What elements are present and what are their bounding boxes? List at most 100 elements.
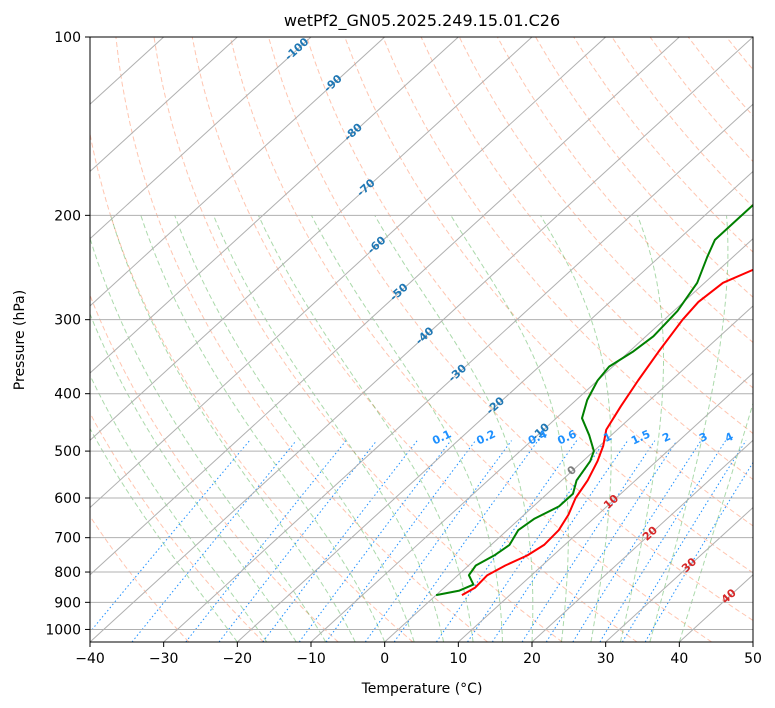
x-tick-label: 50 [744, 651, 762, 667]
isotherm-line [310, 237, 753, 642]
y-tick-label: 900 [54, 595, 81, 611]
y-tick-label: 400 [54, 387, 81, 403]
mixing-ratio-label: 2 [660, 430, 672, 445]
mixing-ratio-line [218, 440, 378, 642]
dry-adiabat [344, 37, 753, 527]
y-tick-label: 800 [54, 565, 81, 581]
x-tick-label: −10 [296, 651, 326, 667]
mixing-ratio-line [131, 440, 297, 642]
moist-adiabat [374, 215, 534, 642]
mixing-ratio-label: 0.1 [430, 427, 453, 447]
dry-adiabat [115, 37, 488, 642]
isotherm-line [752, 641, 753, 642]
y-tick-label: 1000 [45, 622, 81, 638]
moist-adiabat [90, 427, 238, 642]
isotherm-line [90, 37, 753, 642]
isotherm-line [605, 506, 753, 642]
mixing-ratio-line [644, 461, 753, 642]
x-tick-label: −20 [223, 651, 253, 667]
isotherm-line [90, 37, 459, 374]
mixing-ratio-label: 0.6 [555, 427, 578, 447]
isotherm-line [90, 37, 680, 576]
y-tick-label: 300 [54, 313, 81, 329]
mixing-ratio-line [491, 440, 629, 642]
y-tick-label: 200 [54, 208, 81, 224]
isotherm-line [90, 37, 386, 307]
dry-adiabat [573, 37, 753, 253]
isotherm-line [90, 37, 312, 240]
dry-adiabat [611, 37, 753, 208]
moist-adiabat [257, 215, 474, 642]
dry-adiabat [496, 37, 753, 344]
x-tick-label: −30 [149, 651, 179, 667]
dry-adiabat [191, 37, 638, 642]
mixing-ratio-line [572, 440, 702, 642]
moist-adiabat [174, 215, 415, 642]
moist-adiabat [110, 215, 356, 642]
x-tick-label: 20 [523, 651, 541, 667]
isotherm-line [90, 37, 533, 442]
x-axis: −40 −30 −20 −10 0 10 20 30 40 50 [75, 642, 762, 667]
chart-title: wetPf2_GN05.2025.249.15.01.C26 [284, 11, 560, 31]
moist-adiabat [310, 215, 503, 642]
moist-adiabat [90, 312, 297, 642]
mixing-ratio-line [621, 440, 747, 642]
moist-adiabat [213, 215, 445, 642]
x-axis-label: Temperature (°C) [361, 681, 483, 697]
y-axis: 100 200 300 400 500 600 700 800 900 1000 [45, 30, 90, 638]
dry-adiabat [687, 37, 753, 117]
x-tick-label: 30 [597, 651, 615, 667]
temperature-profile [461, 268, 753, 596]
mixing-ratio-label: 4 [723, 430, 736, 445]
moist-adiabat [649, 215, 729, 642]
y-axis-label: Pressure (hPa) [12, 290, 28, 390]
mixing-ratio-label: 1.5 [629, 427, 652, 447]
dry-adiabat [268, 37, 753, 622]
dry-adiabat [153, 37, 563, 642]
mixing-ratio-label: 3 [697, 430, 709, 445]
moist-adiabat [619, 215, 664, 642]
mixing-ratio-line [435, 440, 578, 642]
moist-adiabat [140, 215, 386, 642]
x-tick-label: 0 [380, 651, 389, 667]
moist-adiabat [539, 215, 612, 642]
moist-adiabat [450, 215, 569, 642]
mixing-ratio-line [262, 440, 418, 642]
mixing-ratio-line [90, 440, 250, 633]
dry-adiabat [382, 37, 753, 481]
mixing-ratio-line [521, 440, 656, 642]
mixing-ratio-line [364, 440, 512, 642]
x-tick-label: 10 [449, 651, 467, 667]
y-tick-label: 500 [54, 444, 81, 460]
plot-frame [89, 36, 754, 643]
isotherm-line [531, 439, 753, 642]
mixing-ratio-line [325, 440, 476, 642]
mixing-ratio-line [599, 440, 727, 642]
isotherm-line [236, 170, 753, 642]
background-lines [90, 37, 775, 642]
mixing-ratio-line [545, 440, 678, 642]
y-tick-label: 100 [54, 30, 81, 46]
grid-lines [90, 37, 753, 642]
x-tick-label: −40 [75, 651, 105, 667]
moist-adiabat [678, 401, 753, 642]
mixing-ratio-line [467, 440, 606, 642]
y-tick-label: 700 [54, 531, 81, 547]
dry-adiabat [90, 412, 264, 642]
dry-adiabat [306, 37, 753, 574]
isotherm-line [90, 37, 607, 509]
series-layer [435, 203, 753, 597]
mixing-ratio-label: 6 [760, 430, 773, 445]
dry-adiabat [420, 37, 753, 435]
moist-adiabat [90, 236, 327, 642]
isotherm-line [163, 103, 753, 642]
dry-adiabat [765, 37, 775, 642]
annotation-layer: -100-90-80-70-60-50-40-30-20-10010203040… [282, 37, 773, 606]
isotherm-line [384, 305, 753, 642]
dewpoint-profile [435, 203, 753, 597]
x-tick-label: 40 [670, 651, 688, 667]
mixing-ratio-label: 0.2 [474, 427, 497, 447]
dry-adiabat [535, 37, 753, 298]
isotherm-line [457, 372, 753, 642]
